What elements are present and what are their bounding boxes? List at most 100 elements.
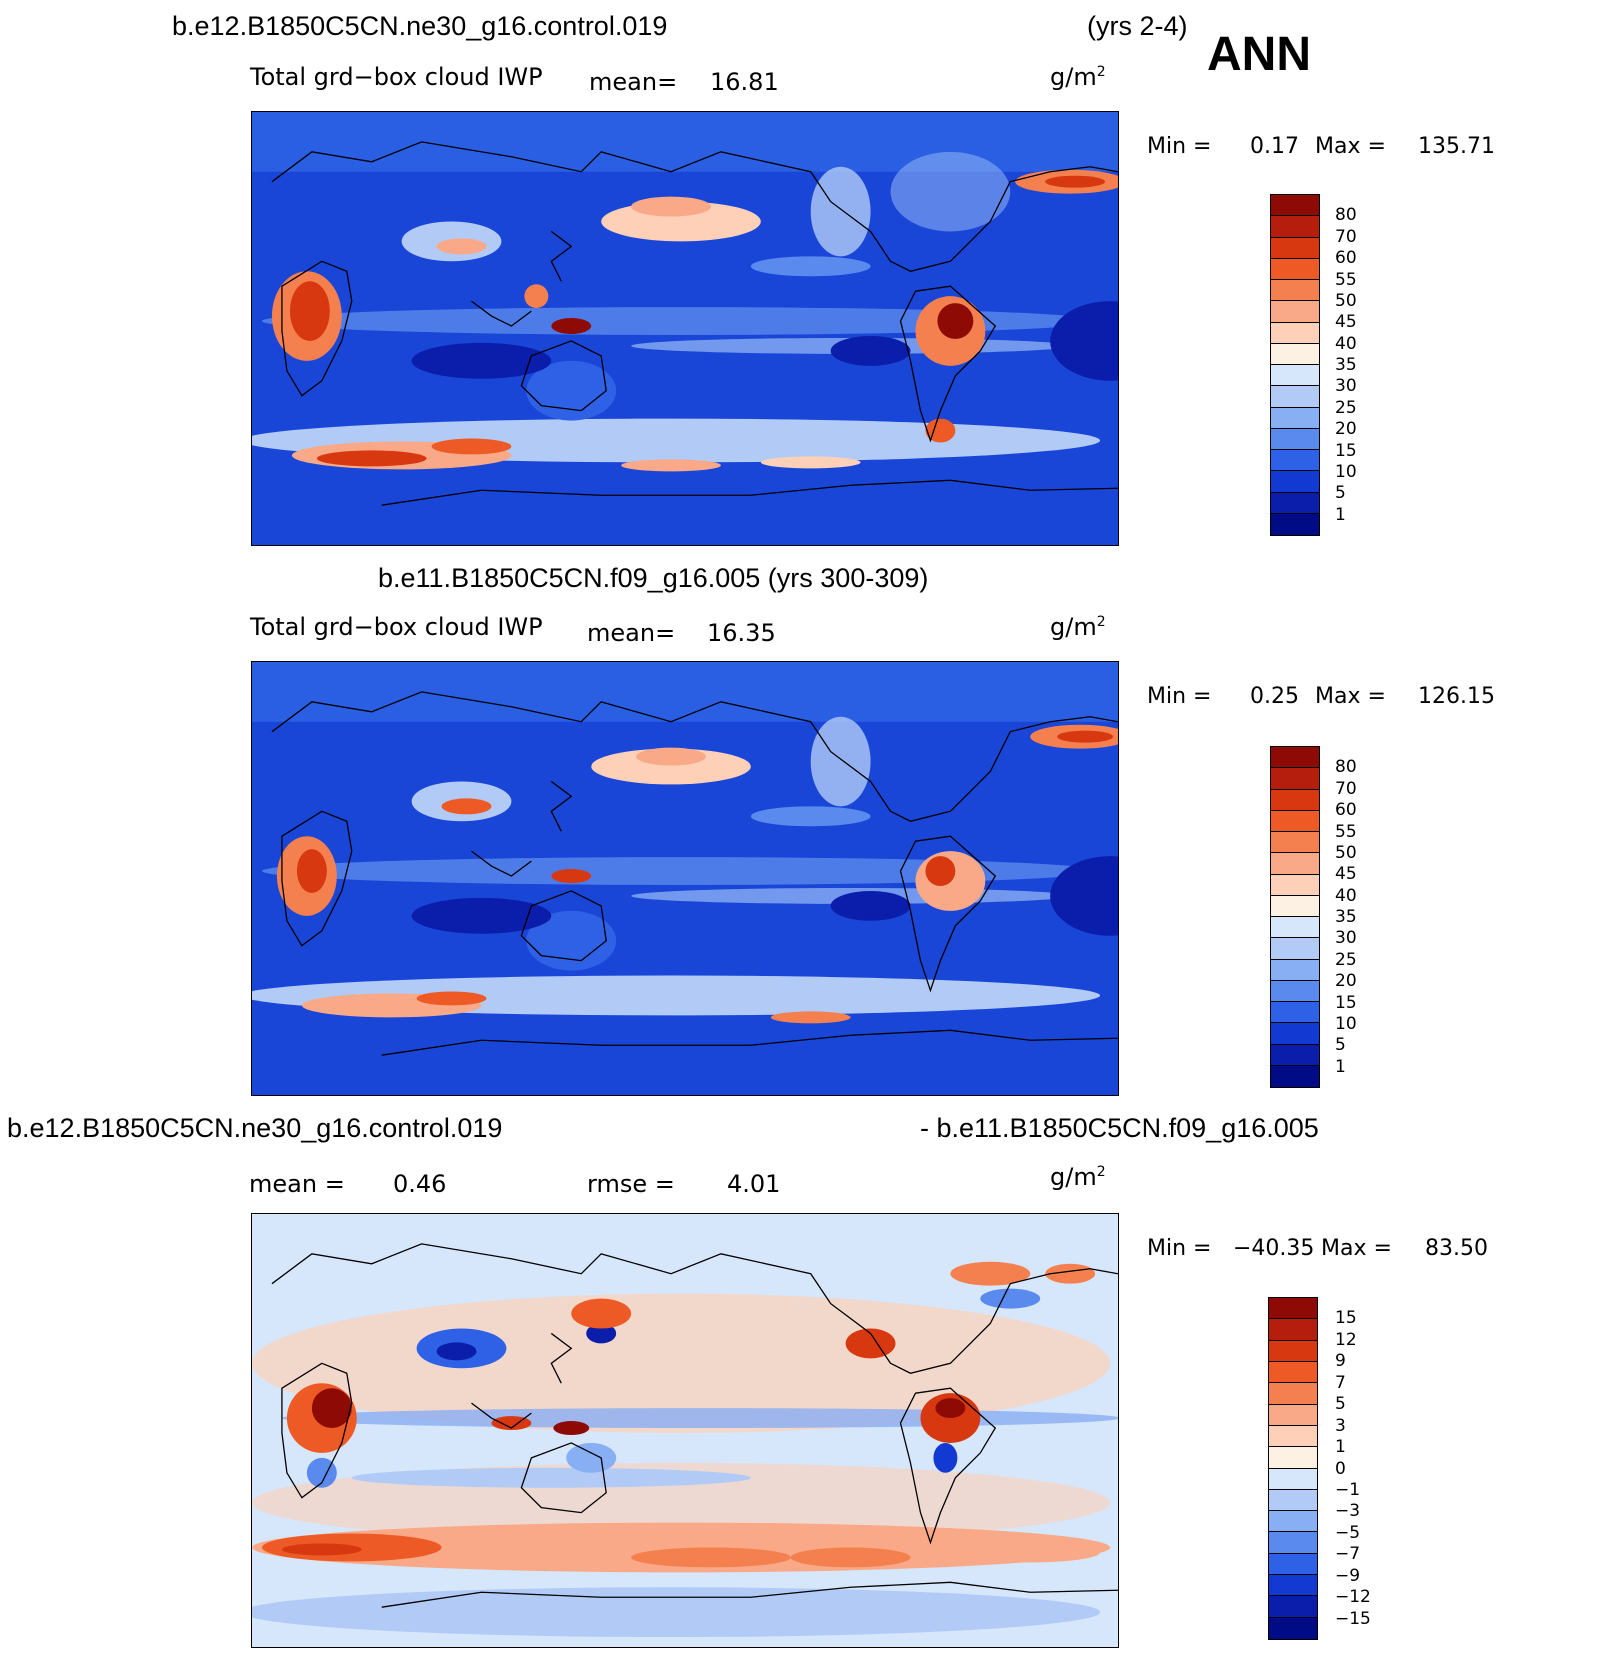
panel2-variable: Total grd−box cloud IWP <box>250 613 543 641</box>
colorbar-segment <box>1271 853 1319 875</box>
colorbar-segment <box>1271 386 1319 408</box>
panel3-rmse-value: 4.01 <box>727 1170 781 1198</box>
panel3-max-label: Max = <box>1321 1236 1392 1261</box>
colorbar-segment <box>1271 874 1319 896</box>
colorbar-tick-label: 35 <box>1335 907 1357 927</box>
panel2-title: b.e11.B1850C5CN.f09_g16.005 (yrs 300-309… <box>378 563 929 593</box>
panel1-min-label: Min = <box>1147 134 1212 159</box>
colorbar-segment <box>1271 407 1319 429</box>
colorbar-segment <box>1269 1298 1317 1320</box>
colorbar-segment <box>1271 810 1319 832</box>
colorbar-tick-label: 15 <box>1335 1308 1357 1329</box>
colorbar-tick-label: 30 <box>1335 928 1357 949</box>
years-label: (yrs 2-4) <box>1087 11 1188 41</box>
panel3-mean-value: 0.46 <box>393 1170 447 1198</box>
panel1-min-value: 0.17 <box>1250 134 1299 159</box>
colorbar-tick-label: 35 <box>1335 355 1357 375</box>
panel3-max-value: 83.50 <box>1425 1236 1488 1261</box>
case-title: b.e12.B1850C5CN.ne30_g16.control.019 <box>172 11 668 41</box>
colorbar-segment <box>1271 280 1319 302</box>
colorbar-tick-label: 15 <box>1335 440 1357 461</box>
panel3-rmse-label: rmse = <box>587 1170 675 1198</box>
panel1-units: g/m2 <box>1050 63 1106 91</box>
panel2-max-value: 126.15 <box>1418 684 1495 709</box>
colorbar-tick-label: 7 <box>1335 1372 1346 1393</box>
colorbar-tick-label: 1 <box>1335 1437 1346 1458</box>
colorbar-segment <box>1271 789 1319 811</box>
colorbar-tick-label: −3 <box>1335 1501 1361 1522</box>
panel3-map-graphic <box>252 1214 1118 1647</box>
colorbar-tick-label: 5 <box>1335 1035 1346 1056</box>
colorbar-segment <box>1271 450 1319 472</box>
colorbar-tick-label: 20 <box>1335 971 1357 992</box>
colorbar-segment <box>1271 365 1319 387</box>
colorbar-segment <box>1271 322 1319 344</box>
colorbar-segment <box>1269 1575 1317 1597</box>
panel2-min-label: Min = <box>1147 684 1212 709</box>
panel2-mean-label: mean= <box>587 619 676 647</box>
units-exponent: 2 <box>1096 64 1106 80</box>
colorbar-tick-label: 80 <box>1335 757 1357 778</box>
colorbar-tick-label: 0 <box>1335 1458 1346 1479</box>
colorbar-segment <box>1269 1553 1317 1576</box>
colorbar-segment <box>1269 1425 1317 1448</box>
colorbar-segment <box>1271 959 1319 981</box>
panel1-colorbar <box>1270 194 1320 536</box>
units-text: g/m <box>1050 63 1097 91</box>
colorbar-tick-label: 30 <box>1335 376 1357 397</box>
panel1-map <box>251 111 1119 546</box>
colorbar-segment <box>1269 1532 1317 1554</box>
panel3-map <box>251 1213 1119 1648</box>
colorbar-segment <box>1269 1468 1317 1490</box>
colorbar-segment <box>1271 428 1319 450</box>
colorbar-tick-label: 40 <box>1335 333 1357 354</box>
units-exponent: 2 <box>1096 614 1106 630</box>
panel2-mean-value: 16.35 <box>707 619 776 647</box>
panel3-colorbar <box>1268 1297 1318 1640</box>
panel1-variable: Total grd−box cloud IWP <box>250 63 543 91</box>
panel2-min-value: 0.25 <box>1250 684 1299 709</box>
colorbar-segment <box>1269 1596 1317 1618</box>
colorbar-segment <box>1269 1617 1317 1639</box>
colorbar-tick-label: 25 <box>1335 949 1357 970</box>
colorbar-tick-label: −15 <box>1335 1608 1371 1629</box>
panel1-map-graphic <box>252 112 1118 545</box>
colorbar-segment <box>1271 917 1319 939</box>
colorbar-tick-label: 10 <box>1335 1013 1357 1034</box>
colorbar-tick-label: −7 <box>1335 1544 1361 1565</box>
colorbar-tick-label: 12 <box>1335 1329 1357 1350</box>
panel2-colorbar <box>1270 746 1320 1088</box>
colorbar-segment <box>1269 1404 1317 1426</box>
colorbar-segment <box>1271 237 1319 259</box>
colorbar-segment <box>1271 492 1319 514</box>
colorbar-segment <box>1271 832 1319 854</box>
panel2-map-graphic <box>252 662 1118 1095</box>
colorbar-segment <box>1269 1361 1317 1384</box>
colorbar-tick-label: 45 <box>1335 864 1357 885</box>
panel1-max-value: 135.71 <box>1418 134 1495 159</box>
panel1-mean-label: mean= <box>589 68 678 96</box>
colorbar-segment <box>1271 216 1319 238</box>
units-exponent: 2 <box>1096 1164 1106 1180</box>
panel3-title-right: - b.e11.B1850C5CN.f09_g16.005 <box>920 1113 1319 1143</box>
colorbar-segment <box>1271 1023 1319 1045</box>
colorbar-tick-label: −5 <box>1335 1522 1361 1543</box>
panel3-units: g/m2 <box>1050 1163 1106 1191</box>
colorbar-tick-label: −12 <box>1335 1587 1371 1608</box>
colorbar-tick-label: −9 <box>1335 1565 1361 1586</box>
colorbar-tick-label: 9 <box>1335 1351 1346 1372</box>
colorbar-tick-label: 60 <box>1335 248 1357 269</box>
colorbar-segment <box>1271 471 1319 493</box>
colorbar-tick-label: 5 <box>1335 483 1346 504</box>
panel3-title-left: b.e12.B1850C5CN.ne30_g16.control.019 <box>7 1113 503 1143</box>
colorbar-tick-label: 25 <box>1335 397 1357 418</box>
colorbar-segment <box>1271 980 1319 1002</box>
units-text: g/m <box>1050 613 1097 641</box>
colorbar-tick-label: 70 <box>1335 226 1357 247</box>
colorbar-segment <box>1271 1002 1319 1024</box>
colorbar-segment <box>1269 1447 1317 1469</box>
colorbar-segment <box>1269 1383 1317 1405</box>
colorbar-tick-label: −1 <box>1335 1479 1361 1500</box>
units-text: g/m <box>1050 1163 1097 1191</box>
colorbar-segment <box>1271 747 1319 769</box>
